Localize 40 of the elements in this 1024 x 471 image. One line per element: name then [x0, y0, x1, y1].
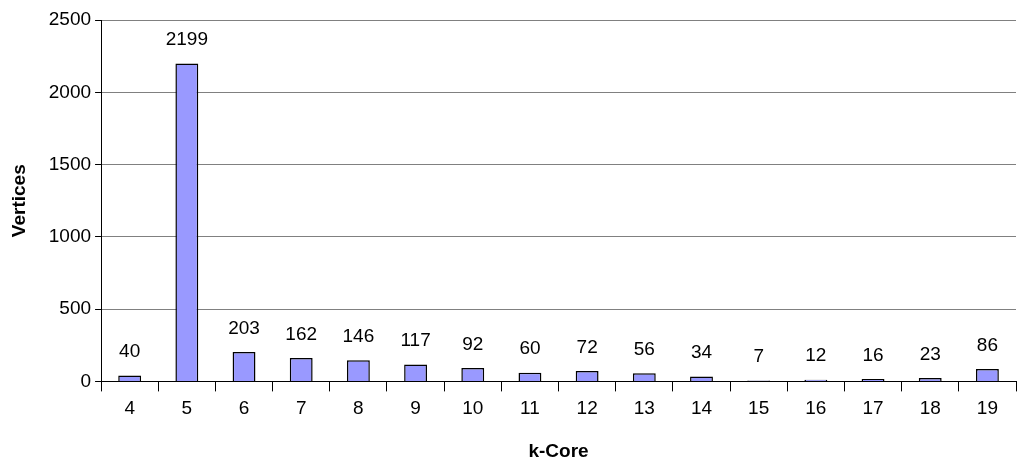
data-label: 72	[576, 335, 598, 357]
x-tick-label: 9	[410, 397, 421, 419]
y-tick-label: 0	[80, 369, 92, 391]
data-label: 12	[805, 344, 827, 366]
data-label: 162	[285, 322, 318, 344]
y-tick-label: 500	[59, 297, 92, 319]
x-tick-label: 16	[805, 397, 827, 419]
data-label: 92	[462, 332, 484, 354]
x-axis-title: k-Core	[528, 439, 589, 461]
x-tick-label: 7	[295, 397, 307, 419]
x-tick-label: 6	[238, 397, 250, 419]
x-tick-label: 13	[633, 397, 655, 419]
x-tick-label: 15	[748, 397, 770, 419]
x-tick-label: 19	[976, 397, 998, 419]
data-label: 16	[862, 343, 884, 365]
data-label: 56	[633, 338, 655, 360]
data-label: 34	[690, 341, 713, 363]
x-tick-label: 18	[919, 397, 941, 419]
x-tick-label: 12	[576, 397, 598, 419]
x-tick-label: 5	[181, 397, 193, 419]
y-tick-label: 1000	[48, 225, 92, 247]
x-tick-label: 8	[353, 397, 364, 419]
x-tick-label: 14	[690, 397, 713, 419]
x-tick-label: 4	[124, 397, 136, 419]
data-label: 146	[342, 325, 375, 347]
data-label: 2199	[165, 28, 208, 50]
data-label: 60	[519, 337, 541, 359]
x-tick-label: 11	[520, 397, 540, 419]
data-label: 203	[228, 316, 260, 338]
y-tick-label: 2500	[48, 8, 92, 30]
x-tick-label: 10	[462, 397, 484, 419]
data-label: 7	[753, 345, 764, 367]
y-tick-label: 2000	[48, 80, 92, 102]
x-tick-label: 17	[862, 397, 884, 419]
data-label: 40	[119, 340, 141, 362]
data-label: 23	[919, 342, 941, 364]
data-label: 86	[976, 333, 998, 355]
y-tick-label: 1500	[48, 152, 92, 174]
y-axis-title: Vertices	[7, 164, 29, 238]
data-label: 117	[400, 329, 431, 351]
